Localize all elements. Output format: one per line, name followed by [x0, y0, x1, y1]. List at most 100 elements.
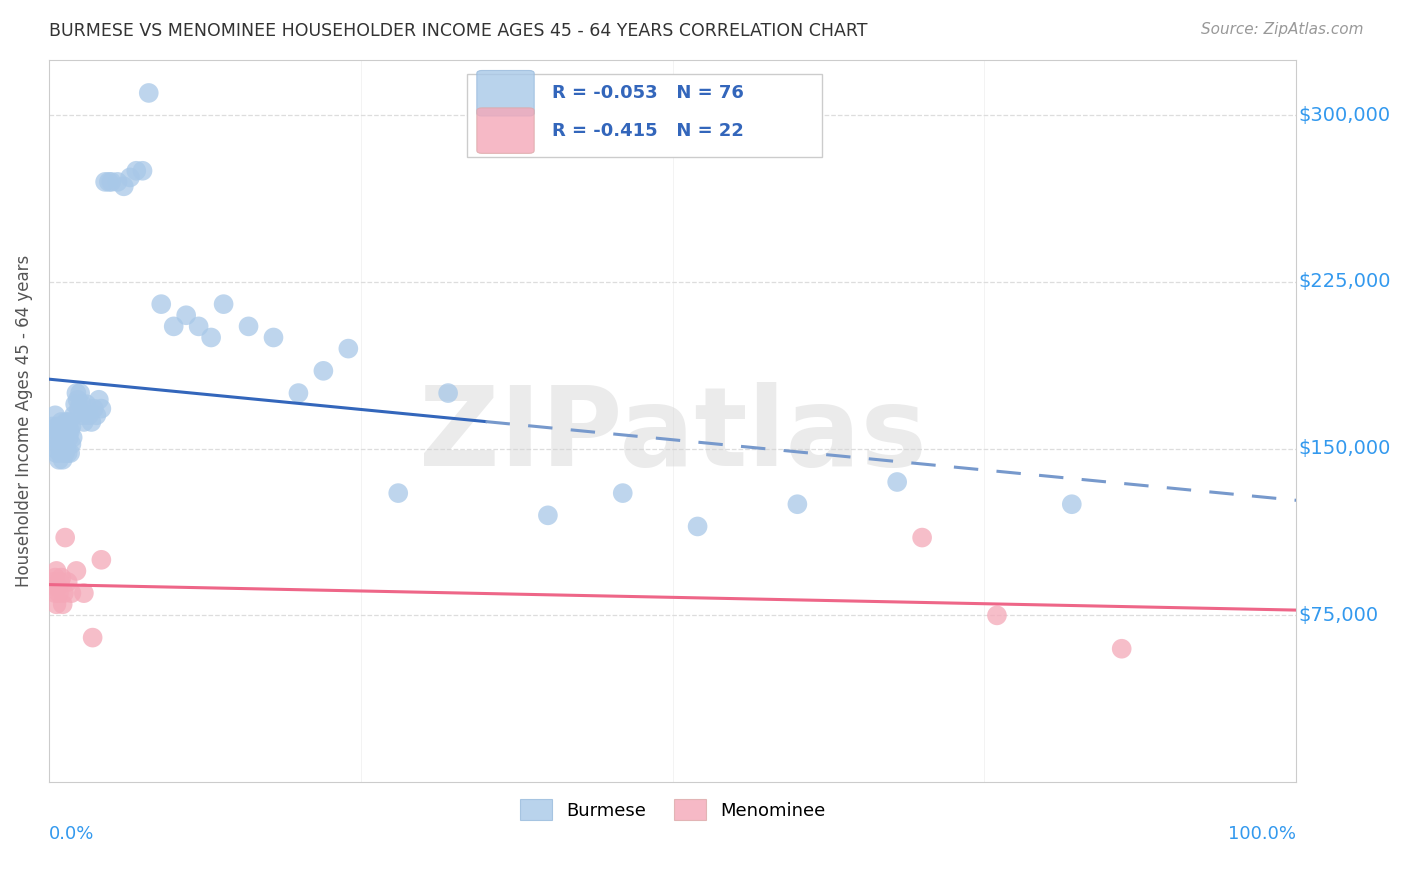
Point	[77, 409, 100, 423]
Point	[69, 386, 91, 401]
Point	[46, 437, 69, 451]
Point	[51, 431, 73, 445]
Point	[75, 397, 97, 411]
Point	[70, 397, 93, 411]
Point	[45, 446, 67, 460]
FancyBboxPatch shape	[477, 70, 534, 116]
Point	[138, 86, 160, 100]
Text: R = -0.415   N = 22: R = -0.415 N = 22	[551, 121, 744, 140]
Point	[63, 409, 86, 423]
Point	[56, 575, 79, 590]
Point	[60, 437, 83, 451]
Point	[53, 431, 76, 445]
Point	[150, 297, 173, 311]
Point	[48, 452, 70, 467]
Point	[1111, 641, 1133, 656]
Point	[87, 392, 110, 407]
Point	[986, 608, 1008, 623]
FancyBboxPatch shape	[477, 108, 534, 153]
Text: BURMESE VS MENOMINEE HOUSEHOLDER INCOME AGES 45 - 64 YEARS CORRELATION CHART: BURMESE VS MENOMINEE HOUSEHOLDER INCOME …	[49, 22, 868, 40]
Point	[49, 446, 72, 460]
Point	[387, 486, 409, 500]
Text: 100.0%: 100.0%	[1229, 825, 1296, 844]
Point	[107, 175, 129, 189]
Point	[612, 486, 634, 500]
Point	[55, 442, 77, 456]
Y-axis label: Householder Income Ages 45 - 64 years: Householder Income Ages 45 - 64 years	[15, 255, 32, 587]
Point	[55, 415, 77, 429]
Point	[100, 175, 122, 189]
Text: $300,000: $300,000	[1299, 105, 1391, 125]
Point	[51, 442, 73, 456]
Point	[51, 415, 73, 429]
Point	[44, 409, 66, 423]
Point	[52, 424, 75, 438]
Point	[59, 424, 82, 438]
Point	[49, 419, 72, 434]
Point	[52, 586, 75, 600]
Point	[73, 415, 96, 429]
Point	[53, 446, 76, 460]
Point	[67, 401, 90, 416]
Point	[52, 437, 75, 451]
Point	[63, 397, 86, 411]
Point	[94, 175, 117, 189]
Point	[86, 409, 108, 423]
Point	[49, 575, 72, 590]
Point	[537, 508, 560, 523]
FancyBboxPatch shape	[467, 74, 823, 157]
Point	[911, 531, 934, 545]
Point	[52, 419, 75, 434]
Point	[45, 564, 67, 578]
Point	[62, 431, 84, 445]
Text: 0.0%: 0.0%	[49, 825, 94, 844]
Point	[44, 442, 66, 456]
Point	[437, 386, 460, 401]
Point	[312, 364, 335, 378]
Point	[212, 297, 235, 311]
Legend: Burmese, Menominee: Burmese, Menominee	[512, 792, 832, 827]
Point	[83, 401, 105, 416]
Point	[44, 571, 66, 585]
Point	[60, 586, 83, 600]
Point	[52, 452, 75, 467]
Point	[52, 597, 75, 611]
Point	[287, 386, 309, 401]
Point	[238, 319, 260, 334]
Point	[59, 446, 82, 460]
Point	[200, 330, 222, 344]
Point	[44, 586, 66, 600]
Point	[42, 431, 65, 445]
Text: $75,000: $75,000	[1299, 606, 1379, 625]
Point	[1060, 497, 1083, 511]
Point	[51, 571, 73, 585]
Point	[187, 319, 209, 334]
Point	[46, 579, 69, 593]
Point	[112, 179, 135, 194]
Point	[337, 342, 360, 356]
Point	[90, 401, 112, 416]
Point	[41, 419, 63, 434]
Point	[886, 475, 908, 489]
Point	[46, 419, 69, 434]
Point	[48, 586, 70, 600]
Text: $150,000: $150,000	[1299, 439, 1391, 458]
Point	[58, 415, 80, 429]
Point	[48, 431, 70, 445]
Point	[163, 319, 186, 334]
Point	[174, 308, 197, 322]
Point	[56, 446, 79, 460]
Text: R = -0.053   N = 76: R = -0.053 N = 76	[551, 84, 744, 103]
Point	[131, 163, 153, 178]
Point	[45, 424, 67, 438]
Point	[118, 170, 141, 185]
Point	[65, 386, 87, 401]
Point	[41, 575, 63, 590]
Point	[65, 564, 87, 578]
Point	[72, 409, 94, 423]
Point	[73, 586, 96, 600]
Point	[263, 330, 285, 344]
Point	[58, 431, 80, 445]
Point	[786, 497, 808, 511]
Point	[82, 631, 104, 645]
